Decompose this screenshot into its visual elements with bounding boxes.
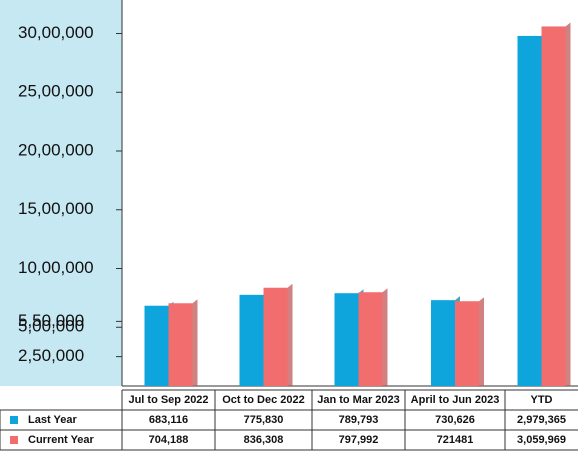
table-value: 730,626 — [435, 414, 475, 426]
axis-panel — [0, 0, 122, 386]
legend-swatch — [10, 416, 18, 424]
y-tick-label: 15,00,000 — [18, 199, 94, 218]
table-value: 789,793 — [339, 414, 379, 426]
table-value: 797,992 — [339, 434, 379, 446]
y-tick-label: 30,00,000 — [18, 23, 94, 42]
bar — [541, 26, 566, 386]
table-value: 2,979,365 — [517, 414, 566, 426]
y-tick-label: 5,50,000 — [18, 311, 84, 330]
bar — [431, 300, 455, 386]
y-tick-label: 2,50,000 — [18, 346, 84, 365]
x-tick-label: April to Jun 2023 — [411, 394, 500, 406]
bar — [239, 294, 264, 386]
table-value: 775,830 — [244, 414, 284, 426]
table-value: 704,188 — [149, 434, 189, 446]
bar-shade — [192, 299, 198, 386]
bar — [517, 35, 542, 386]
bar — [168, 303, 193, 386]
y-tick-label: 5,00,000 — [18, 317, 84, 336]
legend-label: Current Year — [28, 434, 95, 446]
x-tick-label: YTD — [531, 394, 553, 406]
table-value: 721481 — [437, 434, 474, 446]
table-value: 3,059,969 — [517, 434, 566, 446]
bar — [144, 305, 169, 386]
table-value: 683,116 — [149, 414, 188, 426]
bar-shade — [565, 22, 571, 386]
y-tick-label: 10,00,000 — [18, 258, 94, 277]
y-tick-label: 25,00,000 — [18, 82, 94, 101]
bar-shade — [287, 283, 293, 386]
legend-swatch — [10, 436, 18, 444]
x-tick-label: Oct to Dec 2022 — [222, 394, 305, 406]
y-tick-label: 20,00,000 — [18, 140, 94, 159]
bar — [455, 301, 479, 386]
bar-shade — [382, 288, 388, 386]
bar — [358, 292, 383, 386]
bar — [263, 287, 288, 386]
bar — [334, 293, 359, 386]
table-value: 836,308 — [244, 434, 284, 446]
legend-label: Last Year — [28, 414, 77, 426]
bar-shade — [479, 297, 484, 386]
x-tick-label: Jul to Sep 2022 — [128, 394, 208, 406]
x-tick-label: Jan to Mar 2023 — [317, 394, 400, 406]
